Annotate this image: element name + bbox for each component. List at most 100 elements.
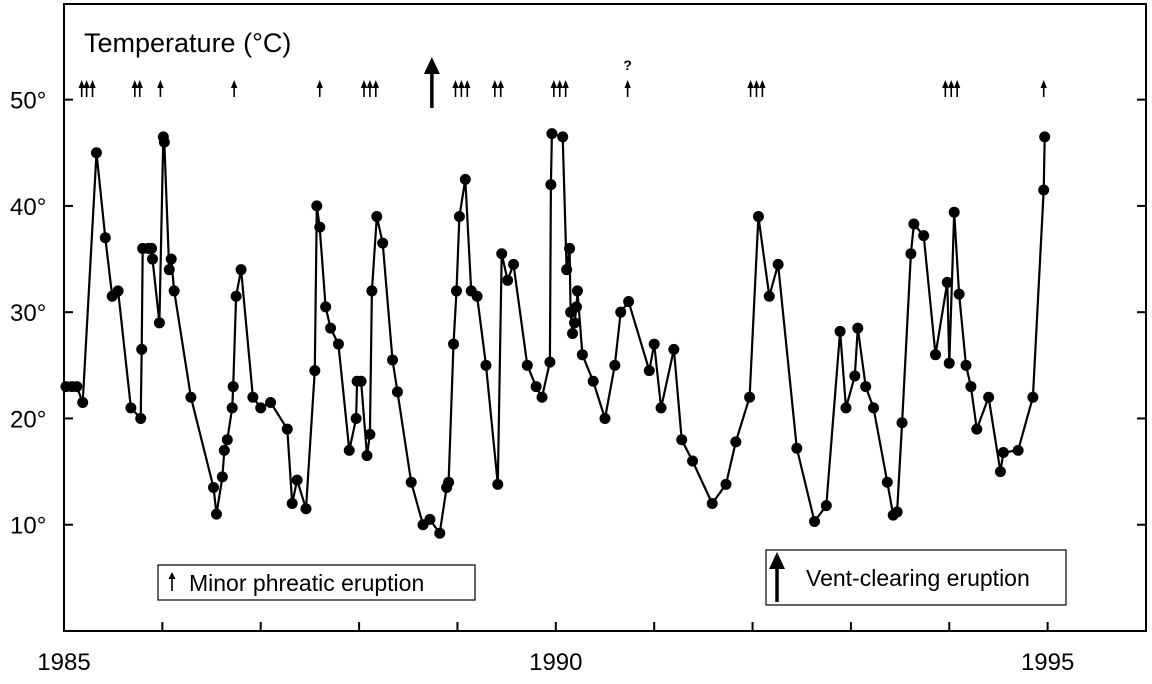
temperature-point <box>371 211 383 223</box>
temperature-point <box>255 402 267 414</box>
temperature-point <box>1038 184 1050 196</box>
temperature-point <box>216 471 228 483</box>
temperature-point <box>99 232 111 244</box>
temperature-point <box>570 301 582 313</box>
temperature-point <box>77 397 89 409</box>
temperature-point <box>763 290 775 302</box>
minor-eruption-arrow <box>953 80 961 97</box>
temperature-point <box>687 455 699 467</box>
temperature-point <box>230 290 242 302</box>
temperature-point <box>165 253 177 265</box>
temperature-point <box>965 381 977 393</box>
temperature-point <box>147 253 159 265</box>
temperature-point <box>325 322 337 334</box>
minor-eruption-arrow <box>942 80 949 97</box>
temperature-point <box>492 478 504 490</box>
y-tick-label: 50° <box>10 88 46 115</box>
minor-eruption-arrow <box>562 80 569 97</box>
minor-eruption-arrow <box>747 80 754 97</box>
temperature-point <box>891 506 903 518</box>
x-tick-label: 1990 <box>529 649 582 676</box>
minor-eruption-arrow <box>948 80 955 97</box>
x-tick-label: 1985 <box>37 649 90 676</box>
minor-eruption-arrow <box>366 80 374 97</box>
temperature-point <box>676 434 688 446</box>
minor-eruption-arrow <box>136 80 143 97</box>
legend-vent-arrow-icon <box>769 552 785 602</box>
temperature-point <box>502 274 514 286</box>
temperature-point <box>1012 444 1024 456</box>
temperature-point <box>185 391 197 403</box>
temperature-point <box>453 211 465 223</box>
temperature-point <box>443 476 455 488</box>
temperature-point <box>508 258 520 270</box>
temperature-point <box>643 365 655 377</box>
minor-eruption-arrow <box>230 80 238 97</box>
temperature-point <box>496 248 508 260</box>
temperature-point <box>208 482 220 494</box>
y-tick-label: 30° <box>10 300 46 327</box>
temperature-point <box>361 450 373 462</box>
temperature-point <box>391 386 403 398</box>
temperature-point <box>544 356 556 368</box>
temperature-point <box>536 391 548 403</box>
temperature-point <box>136 343 148 355</box>
plot-frame <box>63 3 1147 632</box>
temperature-point <box>720 478 732 490</box>
temperature-point <box>860 381 872 393</box>
temperature-point <box>623 296 635 308</box>
temperature-point <box>615 306 627 318</box>
temperature-point <box>530 381 542 393</box>
legend-vent-box <box>765 549 1067 606</box>
temperature-point <box>868 402 880 414</box>
temperature-point <box>291 474 303 486</box>
minor-eruption-arrow <box>89 80 96 97</box>
temperature-point <box>752 211 764 223</box>
temperature-point <box>332 338 344 350</box>
temperature-point <box>125 402 137 414</box>
temperature-point <box>405 476 417 488</box>
temperature-point <box>90 147 102 159</box>
temperature-point <box>655 402 667 414</box>
temperature-point <box>953 288 965 300</box>
temperature-point <box>599 412 611 424</box>
temperature-point <box>983 391 995 403</box>
temperature-point <box>668 343 680 355</box>
temperature-point <box>366 285 378 297</box>
legend-minor-arrow-icon <box>168 572 176 591</box>
temperature-point <box>971 423 983 435</box>
temperature-point <box>941 276 953 288</box>
minor-eruption-arrow <box>753 80 760 97</box>
temperature-point <box>576 349 588 361</box>
temperature-point <box>480 359 492 371</box>
temperature-point <box>569 317 581 329</box>
temperature-point <box>265 397 277 409</box>
temperature-point <box>168 285 180 297</box>
temperature-point <box>146 242 158 254</box>
temperature-point <box>153 317 165 329</box>
temperature-point <box>918 230 930 242</box>
temperature-point <box>158 136 170 148</box>
minor-eruption-arrow <box>316 80 323 97</box>
minor-eruption-arrow <box>550 80 558 97</box>
uncertain-eruption-mark: ? <box>623 57 632 73</box>
y-tick-label: 20° <box>10 406 46 433</box>
minor-eruption-arrow <box>464 80 471 97</box>
temperature-point <box>706 497 718 509</box>
minor-eruption-arrow <box>556 80 563 97</box>
legend-minor-eruption: Minor phreatic eruption <box>157 564 476 601</box>
temperature-point <box>960 359 972 371</box>
temperature-point <box>221 434 233 446</box>
minor-eruption-arrow <box>624 80 631 97</box>
temperature-point <box>163 264 175 276</box>
y-tick-label: 10° <box>10 513 46 540</box>
temperature-point <box>820 500 832 512</box>
temperature-point <box>809 516 821 528</box>
temperature-point <box>227 381 239 393</box>
temperature-point <box>350 412 362 424</box>
temperature-point <box>730 436 742 448</box>
temperature-point <box>744 391 756 403</box>
temperature-point <box>908 218 920 230</box>
minor-eruption-arrow <box>157 80 164 97</box>
minor-eruption-arrow <box>497 80 504 97</box>
